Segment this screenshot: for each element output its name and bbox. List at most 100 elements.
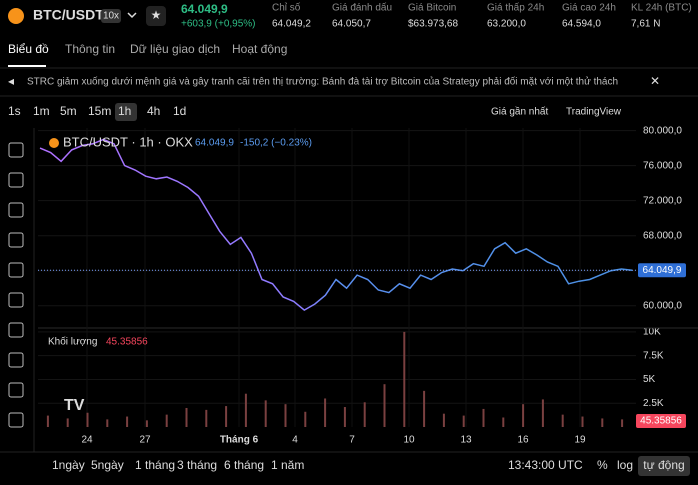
y-tick-label: 76.000,0 [643, 160, 682, 171]
volume-bar [561, 414, 564, 427]
tool-icon[interactable] [8, 412, 24, 428]
x-tick-label: 7 [349, 435, 355, 446]
x-tick-label: Tháng 6 [220, 435, 259, 446]
volume-bar [343, 407, 346, 427]
interval[interactable]: 5m [60, 104, 77, 118]
interval[interactable]: 1d [173, 104, 186, 118]
price-tag [638, 263, 686, 278]
time: 13:43:00 UTC [508, 458, 583, 472]
chevron[interactable] [127, 12, 137, 19]
x-tick-label: 13 [460, 435, 472, 446]
x-tick-label: 16 [517, 435, 529, 446]
tool-icon[interactable] [8, 352, 24, 368]
x-tick-label: 4 [292, 435, 298, 446]
tool-icon[interactable] [8, 232, 24, 248]
volume-bar [442, 413, 445, 427]
stat-value: 64.049,2 [272, 19, 311, 30]
close[interactable]: ✕ [650, 74, 660, 88]
volume-bar [601, 418, 604, 427]
volume-label: Khối lượng [48, 336, 97, 348]
tab[interactable]: Biểu đồ [8, 42, 49, 56]
tab[interactable]: Hoạt động [232, 42, 287, 56]
log[interactable]: log [617, 458, 633, 472]
news[interactable]: STRC giảm xuống dưới mệnh giá và gây tra… [27, 76, 618, 88]
volume-bar [165, 414, 168, 427]
tab[interactable]: Dữ liệu giao dịch [130, 42, 220, 56]
symbol[interactable]: BTC/USDT [33, 7, 104, 23]
volume-bar [383, 384, 386, 427]
interval[interactable]: 1m [33, 104, 50, 118]
vol-tick-label: 7.5K [643, 350, 664, 361]
stat-label: Giá Bitcoin [408, 3, 456, 14]
volume-bar [86, 412, 89, 427]
interval[interactable]: 1s [8, 104, 21, 118]
price-line [39, 138, 633, 312]
tool-icon[interactable] [8, 322, 24, 338]
stat-value: $63.973,68 [408, 19, 458, 30]
legend: BTC/USDT · 1h · OKX [63, 134, 193, 149]
volume-bar [462, 415, 465, 427]
volume-bar [403, 331, 406, 427]
stat-label: Giá cao 24h [562, 3, 616, 14]
range[interactable]: 5ngày [91, 458, 124, 472]
auto: tự động [643, 458, 684, 472]
volume-bar [106, 419, 109, 427]
range[interactable]: 3 tháng [177, 458, 217, 472]
tab-underline [8, 65, 46, 67]
volume-bar [482, 408, 485, 427]
volume-bar [621, 419, 624, 427]
legend-icon [49, 138, 59, 148]
leverage[interactable]: 10x [103, 11, 119, 22]
chart-style[interactable]: TradingView [566, 107, 622, 118]
volume-bar [541, 399, 544, 427]
tool-icon[interactable] [8, 382, 24, 398]
volume-bar [363, 402, 366, 427]
volume-bar [205, 409, 208, 427]
stat-label: Giá thấp 24h [487, 2, 544, 14]
range[interactable]: 6 tháng [224, 458, 264, 472]
range[interactable]: 1 năm [271, 458, 304, 472]
volume-bar [522, 404, 525, 427]
tool-icon[interactable] [8, 262, 24, 278]
legend-change: -150,2 (−0.23%) [240, 138, 312, 149]
volume-bar [304, 411, 307, 427]
vol-tick-label: 10K [643, 327, 661, 338]
volume-bar [225, 406, 228, 427]
auto-btn[interactable] [638, 456, 690, 476]
x-tick-label: 27 [139, 435, 151, 446]
tab[interactable]: Thông tin [65, 42, 115, 56]
tool-icon[interactable] [8, 292, 24, 308]
volume-bar [581, 416, 584, 427]
interval[interactable]: 4h [147, 104, 160, 118]
volume-bar [145, 420, 148, 427]
star-btn[interactable] [146, 6, 166, 26]
vol-tag [636, 414, 686, 428]
tool-icon[interactable] [8, 202, 24, 218]
stat-value: 64.594,0 [562, 19, 601, 30]
x-tick-label: 19 [574, 435, 586, 446]
interval[interactable]: 1h [118, 104, 131, 118]
price-type[interactable]: Giá gần nhất [491, 106, 548, 118]
volume-bar [244, 393, 247, 427]
vol-tag-text: 45.35856 [640, 416, 682, 427]
volume-bar [264, 400, 267, 427]
x-tick-label: 10 [403, 435, 415, 446]
tool-icon[interactable] [8, 142, 24, 158]
legend-last: 64.049,9 [195, 138, 234, 149]
news-icon: ◂ [8, 74, 14, 88]
tool-icon[interactable] [8, 172, 24, 188]
pct[interactable]: % [597, 458, 608, 472]
range[interactable]: 1ngày [52, 458, 85, 472]
range[interactable]: 1 tháng [135, 458, 175, 472]
x-tick-label: 24 [81, 435, 93, 446]
interval-active [115, 103, 137, 121]
interval[interactable]: 15m [88, 104, 111, 118]
vol-tick-label: 2.5K [643, 398, 664, 409]
star: ★ [151, 8, 162, 22]
btc-icon [8, 8, 24, 24]
tv-logo: TV [64, 397, 85, 414]
lev-badge [101, 9, 121, 23]
vol-tick-label: 5K [643, 374, 656, 385]
